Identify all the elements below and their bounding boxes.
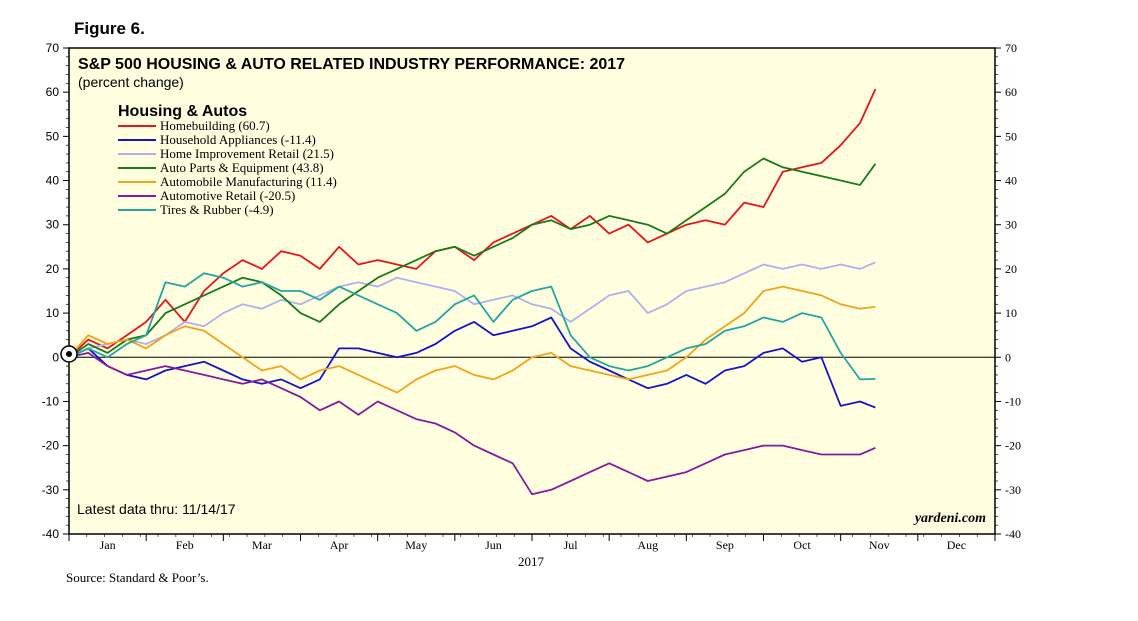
legend-label: Auto Parts & Equipment (43.8) xyxy=(160,160,324,175)
y-tick-label-right: 70 xyxy=(1005,41,1017,55)
y-axis-left: -40 -30 -20 -10 0 10 20 30 40 50 60 70 xyxy=(42,41,60,541)
legend-title: Housing & Autos xyxy=(118,103,247,120)
chart-title: S&P 500 HOUSING & AUTO RELATED INDUSTRY … xyxy=(78,56,625,73)
y-tick-label-right: 60 xyxy=(1005,85,1017,99)
x-tick-label: Aug xyxy=(637,538,658,552)
series-line xyxy=(68,316,876,409)
y-tick-label-left: -20 xyxy=(42,439,60,453)
y-tick-label-left: -10 xyxy=(42,394,60,408)
axis-ticks xyxy=(63,47,1001,541)
series-line xyxy=(68,261,876,359)
x-tick-label: Feb xyxy=(176,538,194,552)
x-tick-label: Jul xyxy=(564,538,579,552)
y-tick-label-left: -40 xyxy=(42,527,60,541)
latest-data-note: Latest data thru: 11/14/17 xyxy=(77,501,236,517)
y-tick-label-right: 50 xyxy=(1005,129,1017,143)
legend-label: Tires & Rubber (-4.9) xyxy=(160,202,274,217)
origin-marker-icon xyxy=(60,345,78,363)
x-tick-label: Nov xyxy=(869,538,890,552)
x-tick-label: Sep xyxy=(716,538,734,552)
y-tick-label-right: 20 xyxy=(1005,262,1017,276)
x-tick-label: Mar xyxy=(252,538,272,552)
x-tick-label: Jun xyxy=(485,538,502,552)
x-axis: Jan Feb Mar Apr May Jun Jul Aug Sep Oct Nov Dec xyxy=(100,538,966,552)
series-line xyxy=(68,272,876,381)
y-axis-right: -40 -30 -20 -10 0 10 20 30 40 50 60 70 xyxy=(1005,41,1021,541)
y-tick-label-left: 50 xyxy=(46,129,60,143)
y-tick-label-right: -40 xyxy=(1005,527,1021,541)
legend-label: Automobile Manufacturing (11.4) xyxy=(160,174,337,189)
y-tick-label-left: 30 xyxy=(46,218,60,232)
y-tick-label-right: 0 xyxy=(1005,350,1011,364)
watermark: yardeni.com xyxy=(913,511,986,526)
series-line xyxy=(68,157,877,359)
y-tick-label-right: 30 xyxy=(1005,218,1017,232)
y-tick-label-left: -30 xyxy=(42,483,60,497)
series-line xyxy=(68,285,876,394)
x-tick-label: May xyxy=(405,538,427,552)
y-tick-label-left: 70 xyxy=(46,41,60,55)
x-tick-label: Apr xyxy=(330,538,349,552)
y-tick-label-right: -30 xyxy=(1005,483,1021,497)
series-line xyxy=(68,88,877,358)
y-tick-label-right: 40 xyxy=(1005,174,1017,188)
legend-label: Home Improvement Retail (21.5) xyxy=(160,146,334,161)
legend-label: Automotive Retail (-20.5) xyxy=(160,188,295,203)
y-tick-label-left: 60 xyxy=(46,85,60,99)
x-axis-year-label: 2017 xyxy=(518,554,545,569)
y-tick-label-left: 0 xyxy=(52,350,59,364)
y-tick-label-left: 10 xyxy=(46,306,60,320)
series-line xyxy=(68,351,876,496)
figure-label: Figure 6. xyxy=(74,19,145,38)
source-note: Source: Standard & Poor’s. xyxy=(66,570,209,585)
series-lines xyxy=(68,88,877,496)
x-tick-label: Jan xyxy=(100,538,116,552)
y-tick-label-right: -20 xyxy=(1005,439,1021,453)
legend: Homebuilding (60.7)Household Appliances … xyxy=(118,118,337,217)
y-tick-label-right: 10 xyxy=(1005,306,1017,320)
y-tick-label-left: 20 xyxy=(46,262,60,276)
y-tick-label-left: 40 xyxy=(46,174,60,188)
x-tick-label: Oct xyxy=(793,538,811,552)
legend-label: Household Appliances (-11.4) xyxy=(160,132,316,147)
chart-subtitle: (percent change) xyxy=(78,74,184,90)
x-tick-label: Dec xyxy=(947,538,966,552)
legend-label: Homebuilding (60.7) xyxy=(160,118,270,133)
y-tick-label-right: -10 xyxy=(1005,394,1021,408)
